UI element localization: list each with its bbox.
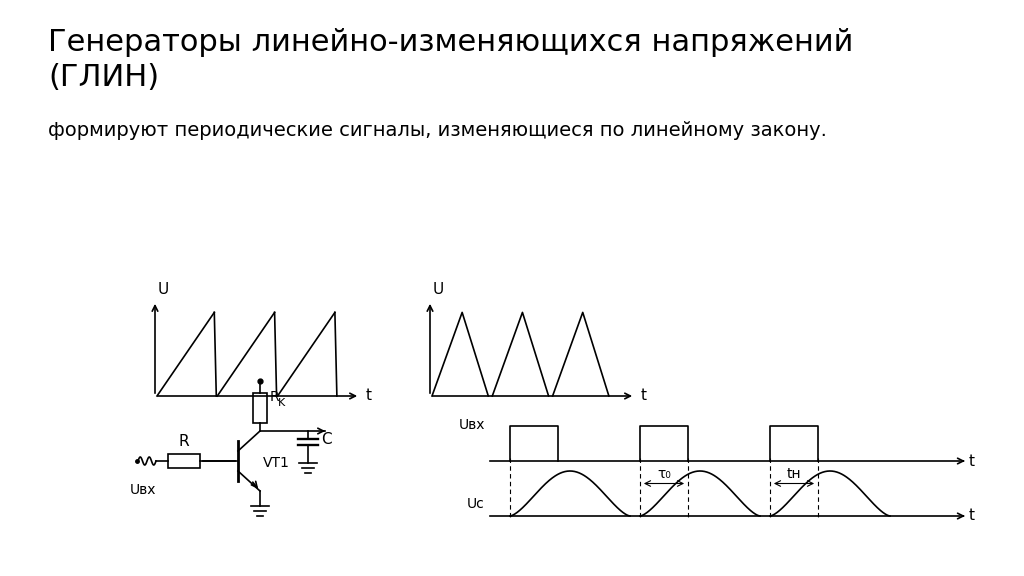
Text: t: t bbox=[969, 509, 975, 524]
Text: U: U bbox=[158, 282, 169, 297]
Text: Uc: Uc bbox=[467, 497, 485, 511]
Text: K: K bbox=[278, 398, 286, 408]
Text: VT1: VT1 bbox=[263, 456, 290, 470]
Text: U: U bbox=[433, 282, 444, 297]
Text: tн: tн bbox=[786, 467, 802, 480]
Text: R: R bbox=[270, 390, 280, 404]
Text: C: C bbox=[321, 433, 332, 448]
Text: t: t bbox=[366, 388, 372, 404]
Text: Генераторы линейно-изменяющихся напряжений
(ГЛИН): Генераторы линейно-изменяющихся напряжен… bbox=[48, 28, 853, 92]
Text: τ₀: τ₀ bbox=[657, 467, 671, 480]
Text: Uвх: Uвх bbox=[130, 483, 157, 497]
Bar bbox=[168, 454, 200, 468]
Bar bbox=[253, 393, 267, 423]
Text: Uвх: Uвх bbox=[459, 418, 485, 432]
Text: t: t bbox=[641, 388, 647, 404]
Text: формируют периодические сигналы, изменяющиеся по линейному закону.: формируют периодические сигналы, изменяю… bbox=[48, 121, 826, 140]
Text: R: R bbox=[178, 434, 189, 449]
Text: t: t bbox=[969, 453, 975, 468]
